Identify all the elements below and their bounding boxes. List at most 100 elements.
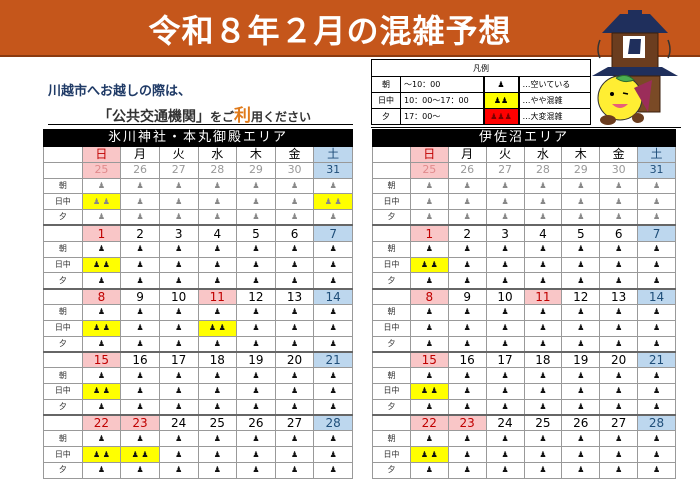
legend-row: 朝 〜10：00 ♟ …空いている — [371, 76, 591, 93]
date-cell: 30 — [274, 161, 315, 179]
table-row: 夕 ♟ ♟ ♟ ♟ ♟ ♟ ♟ — [43, 398, 353, 416]
person-one-icon: ♟ — [236, 461, 276, 479]
person-one-icon: ♟ — [313, 240, 353, 258]
person-one-icon: ♟ — [313, 398, 353, 416]
person-one-icon: ♟ — [485, 177, 525, 195]
date-cell: 25 — [197, 414, 238, 432]
time-slot-label: 朝 — [43, 367, 83, 384]
person-one-icon: ♟ — [313, 303, 353, 321]
legend-label: 夕 — [371, 108, 401, 125]
person-one-icon: ♟ — [158, 240, 199, 258]
person-one-icon: ♟ — [313, 430, 353, 448]
date-cell: 18 — [523, 350, 563, 369]
time-slot-label: 日中 — [43, 446, 83, 463]
person-one-icon: ♟ — [313, 446, 353, 463]
person-one-icon: ♟ — [197, 303, 238, 321]
date-label-cell — [372, 287, 411, 305]
legend-time: 10：00〜17：00 — [400, 92, 484, 109]
person-one-icon: ♟ — [523, 319, 563, 337]
legend-label: 日中 — [371, 92, 401, 109]
time-slot-label: 夕 — [372, 209, 411, 226]
person-one-icon: ♟ — [236, 272, 276, 290]
person-one-icon: ♟ — [236, 177, 276, 195]
person-one-icon: ♟ — [120, 193, 160, 211]
person-two-icon: ♟ ♟ — [81, 382, 122, 400]
date-cell: 24 — [485, 414, 525, 432]
table-row: 朝 ♟ ♟ ♟ ♟ ♟ ♟ ♟ — [372, 303, 676, 321]
weekday-1: 月 — [120, 146, 160, 163]
time-slot-label: 日中 — [372, 446, 411, 463]
page-title: 令和８年２月の混雑予想 — [148, 12, 512, 50]
date-cell: 6 — [599, 224, 639, 242]
person-one-icon: ♟ — [523, 398, 563, 416]
date-cell: 4 — [523, 224, 563, 242]
person-one-icon: ♟ — [447, 177, 487, 195]
person-one-icon: ♟ — [81, 177, 122, 195]
date-cell: 19 — [561, 350, 601, 369]
date-cell: 5 — [561, 224, 601, 242]
person-one-icon: ♟ — [485, 272, 525, 290]
table-row: 日中 ♟ ♟ ♟ ♟ ♟ ♟ ♟ — [372, 193, 676, 211]
table-row: 日中 ♟ ♟ ♟ ♟ ♟ ♟ ♟ ♟ ♟ — [43, 319, 353, 337]
time-slot-label: 夕 — [372, 461, 411, 479]
person-one-icon: ♟ — [485, 240, 525, 258]
person-one-icon: ♟ — [409, 319, 449, 337]
person-one-icon: ♟ — [637, 256, 676, 274]
person-one-icon: ♟ — [274, 382, 315, 400]
person-two-icon: ♟ ♟ — [313, 193, 353, 211]
person-one-icon: ♟ — [523, 430, 563, 448]
date-cell: 8 — [409, 287, 449, 305]
date-label-cell — [43, 287, 83, 305]
person-one-icon: ♟ — [409, 240, 449, 258]
person-one-icon: ♟ — [599, 367, 639, 384]
weekday-0: 日 — [409, 146, 449, 163]
person-one-icon: ♟ — [561, 256, 601, 274]
person-one-icon: ♟ — [485, 303, 525, 321]
person-one-icon: ♟ — [447, 303, 487, 321]
person-one-icon: ♟ — [197, 367, 238, 384]
person-one-icon: ♟ — [81, 272, 122, 290]
table-row: 夕 ♟ ♟ ♟ ♟ ♟ ♟ ♟ — [372, 461, 676, 479]
table-row: 日中 ♟ ♟ ♟ ♟ ♟ ♟ ♟ ♟ — [43, 256, 353, 274]
person-one-icon: ♟ — [274, 446, 315, 463]
person-one-icon: ♟ — [197, 446, 238, 463]
person-one-icon: ♟ — [120, 240, 160, 258]
person-one-icon: ♟ — [637, 367, 676, 384]
table-row: 朝 ♟ ♟ ♟ ♟ ♟ ♟ ♟ — [372, 240, 676, 258]
person-one-icon: ♟ — [81, 430, 122, 448]
date-cell: 13 — [599, 287, 639, 305]
person-one-icon: ♟ — [447, 319, 487, 337]
weekday-1: 月 — [447, 146, 487, 163]
person-one-icon: ♟ — [637, 382, 676, 400]
weekday-4: 木 — [236, 146, 276, 163]
person-one-icon: ♟ — [409, 209, 449, 226]
date-cell: 27 — [274, 414, 315, 432]
date-row: 22 23 24 25 26 27 28 — [43, 414, 353, 432]
date-cell: 12 — [236, 287, 276, 305]
person-two-icon: ♟♟ — [482, 92, 520, 109]
time-slot-label: 朝 — [372, 430, 411, 448]
person-one-icon: ♟ — [120, 430, 160, 448]
legend-desc: …空いている — [518, 76, 591, 93]
date-cell: 31 — [313, 161, 353, 179]
person-one-icon: ♟ — [81, 240, 122, 258]
weekday-3: 水 — [197, 146, 238, 163]
person-one-icon: ♟ — [158, 430, 199, 448]
person-one-icon: ♟ — [485, 256, 525, 274]
weekday-4: 木 — [561, 146, 601, 163]
person-one-icon: ♟ — [313, 272, 353, 290]
weekday-6: 土 — [313, 146, 353, 163]
person-one-icon: ♟ — [313, 319, 353, 337]
person-one-icon: ♟ — [158, 461, 199, 479]
person-one-icon: ♟ — [599, 319, 639, 337]
person-one-icon: ♟ — [274, 319, 315, 337]
legend-time: 17：00〜 — [400, 108, 484, 125]
person-one-icon: ♟ — [485, 446, 525, 463]
person-one-icon: ♟ — [447, 382, 487, 400]
person-one-icon: ♟ — [599, 398, 639, 416]
person-one-icon: ♟ — [81, 367, 122, 384]
calendar-hikawa-area: 氷川神社・本丸御殿エリア日月火水木金土 25 26 27 28 29 30 31 朝 ♟ ♟ ♟ ♟ ♟ ♟… — [43, 129, 353, 479]
date-cell: 1 — [81, 224, 122, 242]
person-one-icon: ♟ — [81, 303, 122, 321]
